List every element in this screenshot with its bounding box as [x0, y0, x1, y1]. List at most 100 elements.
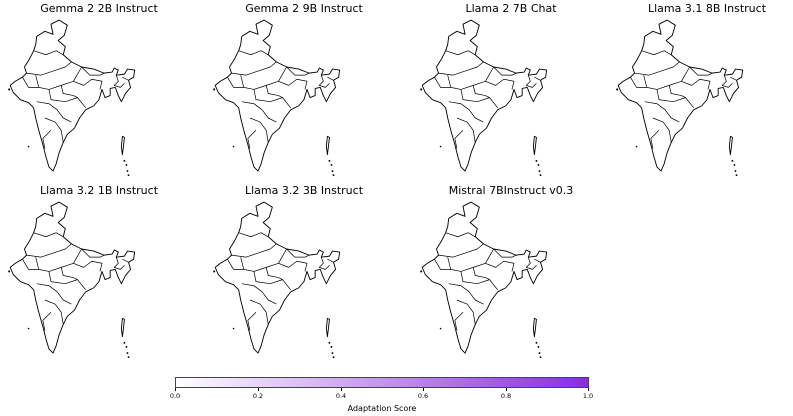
island-dot [539, 356, 542, 359]
state-border [327, 258, 334, 263]
island-dot [535, 159, 538, 162]
state-border [48, 271, 86, 291]
india-map [8, 19, 136, 177]
lakshadweep-dot [439, 327, 442, 330]
colorbar-tick [341, 388, 342, 391]
state-border [81, 66, 105, 76]
india-map [213, 201, 341, 359]
state-border [456, 299, 476, 325]
state-border [22, 259, 39, 270]
state-border [253, 271, 291, 291]
india-map [616, 19, 744, 177]
coast-dot [8, 270, 11, 273]
island-dot [126, 352, 129, 354]
state-border [249, 299, 269, 325]
state-border [454, 311, 464, 331]
lakshadweep-dot [232, 327, 235, 330]
state-border [318, 75, 330, 88]
map-panel: Mistral 7BInstruct v0.3 [412, 182, 610, 367]
island-dot [734, 170, 737, 172]
map-panel: Gemma 2 9B Instruct [205, 0, 403, 185]
state-border [241, 101, 277, 123]
island-dot [537, 164, 540, 166]
panel-title: Llama 3.1 8B Instruct [647, 2, 767, 15]
island-dot [123, 341, 126, 344]
state-border [35, 248, 82, 272]
andaman-islands [120, 135, 125, 156]
island-dot [538, 352, 541, 354]
state-border [231, 243, 277, 258]
andaman-islands [325, 317, 330, 338]
state-border [652, 117, 672, 143]
state-border [641, 50, 672, 56]
state-border [73, 78, 103, 90]
state-border [35, 66, 82, 90]
state-border [485, 78, 515, 90]
map-panel: Llama 3.2 1B Instruct [0, 182, 198, 367]
state-border [22, 77, 39, 88]
andaman-islands [325, 135, 330, 156]
state-border [33, 50, 64, 56]
andaman-islands [728, 135, 733, 156]
colorbar-tick [258, 388, 259, 391]
colorbar-tick-label: 0.6 [417, 392, 429, 400]
island-dot [328, 159, 331, 162]
state-border [231, 61, 277, 76]
india-map [420, 19, 548, 177]
panel-title: Gemma 2 2B Instruct [40, 2, 158, 15]
state-border [485, 260, 515, 272]
state-border [472, 267, 490, 280]
state-border [227, 77, 244, 88]
state-border [286, 248, 310, 258]
lakshadweep-dot [635, 145, 638, 148]
island-dot [328, 341, 331, 344]
state-border [238, 50, 269, 56]
state-border [460, 271, 498, 291]
coast-dot [420, 270, 423, 273]
andaman-islands [120, 317, 125, 338]
colorbar-tick [423, 388, 424, 391]
state-border [122, 258, 129, 263]
coast-dot [420, 88, 423, 91]
panel-title: Llama 3.2 3B Instruct [244, 184, 364, 197]
state-border [113, 257, 125, 270]
state-border [644, 101, 680, 123]
state-border [113, 75, 125, 88]
state-border [438, 243, 484, 258]
state-border [33, 232, 64, 238]
map-panel: Llama 3.2 3B Instruct [205, 182, 403, 367]
state-border [44, 299, 64, 325]
state-border [318, 257, 330, 270]
coast-dot [8, 88, 11, 91]
india-map [420, 201, 548, 359]
state-border [534, 76, 541, 81]
state-border [227, 259, 244, 270]
island-dot [127, 174, 130, 177]
state-border [286, 66, 310, 76]
colorbar-label: Adaptation Score [347, 404, 417, 413]
state-border [238, 232, 269, 238]
map-panel: Llama 3.1 8B Instruct [608, 0, 793, 185]
state-border [445, 50, 476, 56]
map-panel: Llama 2 7B Chat [412, 0, 610, 185]
lakshadweep-dot [27, 145, 30, 148]
state-border [240, 248, 287, 272]
state-border [448, 101, 484, 123]
state-border [265, 267, 283, 280]
island-dot [123, 159, 126, 162]
state-border [460, 89, 498, 109]
panel-title: Llama 3.2 1B Instruct [39, 184, 159, 197]
state-border [689, 66, 713, 76]
state-border [445, 232, 476, 238]
state-border [26, 243, 72, 258]
state-border [60, 267, 78, 280]
state-border [327, 76, 334, 81]
state-border [278, 78, 308, 90]
colorbar-tick-label: 0.2 [252, 392, 264, 400]
state-border [249, 117, 269, 143]
state-border [525, 257, 537, 270]
state-border [36, 101, 72, 123]
island-dot [733, 164, 736, 166]
andaman-islands [532, 317, 537, 338]
state-border [265, 85, 283, 98]
